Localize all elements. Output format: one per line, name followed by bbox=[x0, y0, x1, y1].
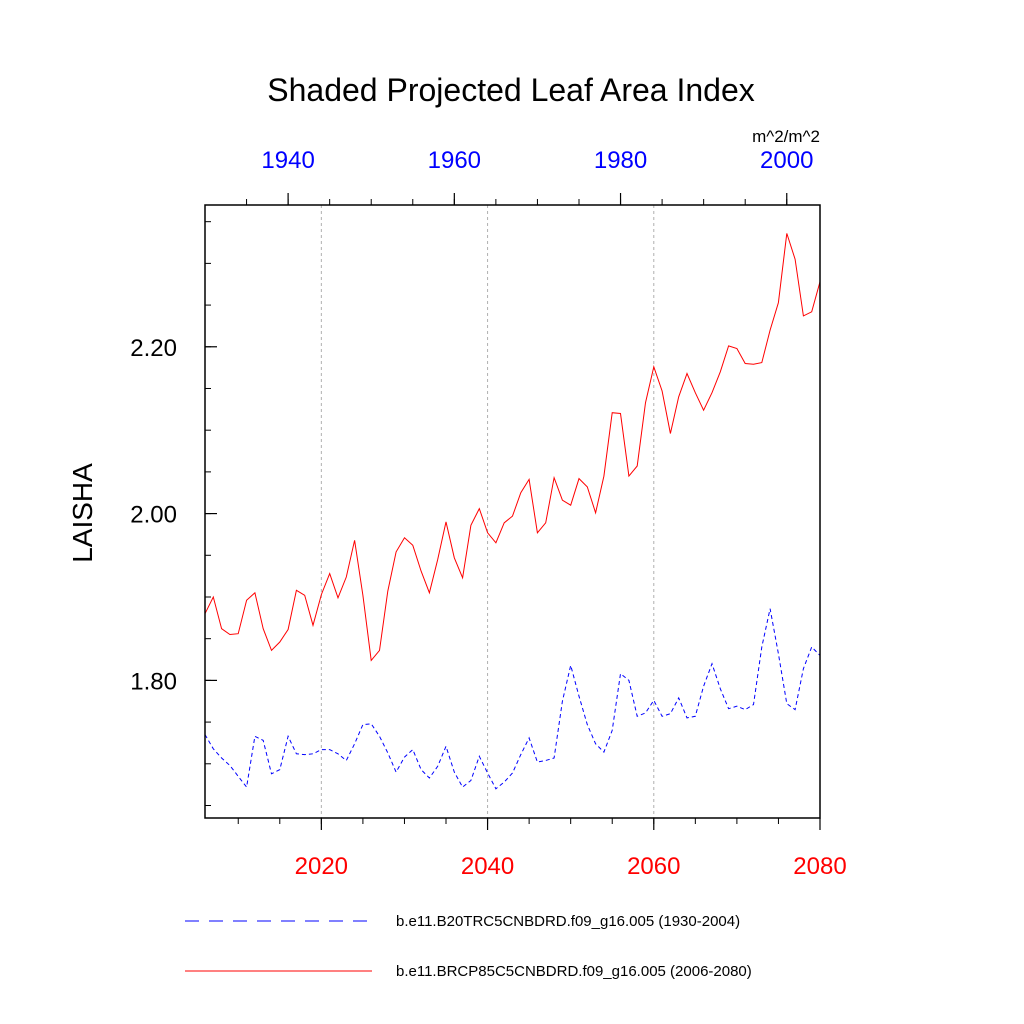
bottom-axis-tick-labels: 2020 2040 2060 2080 bbox=[295, 853, 847, 880]
legend: b.e11.B20TRC5CNBDRD.f09_g16.005 (1930-20… bbox=[185, 913, 752, 980]
bottom-tick-label: 2080 bbox=[793, 853, 846, 880]
gridlines bbox=[320, 205, 655, 818]
series-line-rcp85 bbox=[204, 233, 821, 662]
y-tick-label: 2.00 bbox=[130, 502, 177, 529]
top-tick-label: 2000 bbox=[760, 147, 813, 174]
plot-frame bbox=[204, 204, 821, 819]
bottom-tick-label: 2020 bbox=[295, 853, 348, 880]
legend-label-historical: b.e11.B20TRC5CNBDRD.f09_g16.005 (1930-20… bbox=[396, 913, 740, 930]
legend-label-rcp85: b.e11.BRCP85C5CNBDRD.f09_g16.005 (2006-2… bbox=[396, 963, 752, 980]
chart-title: Shaded Projected Leaf Area Index bbox=[267, 72, 754, 108]
y-tick-label: 1.80 bbox=[130, 668, 177, 695]
y-tick-label: 2.20 bbox=[130, 335, 177, 362]
bottom-tick-label: 2060 bbox=[627, 853, 680, 880]
series-line-historical bbox=[204, 608, 821, 790]
top-tick-label: 1940 bbox=[261, 147, 314, 174]
top-tick-label: 1960 bbox=[428, 147, 481, 174]
y-tick-labels: 1.80 2.00 2.20 bbox=[130, 335, 177, 696]
major-ticks bbox=[205, 193, 821, 830]
top-axis-tick-labels: 1940 1960 1980 2000 bbox=[261, 147, 813, 174]
minor-ticks bbox=[205, 199, 821, 824]
bottom-tick-label: 2040 bbox=[461, 853, 514, 880]
units-label: m^2/m^2 bbox=[752, 127, 820, 146]
series-layer bbox=[204, 233, 821, 790]
top-tick-label: 1980 bbox=[594, 147, 647, 174]
y-axis-title: LAISHA bbox=[67, 463, 98, 563]
